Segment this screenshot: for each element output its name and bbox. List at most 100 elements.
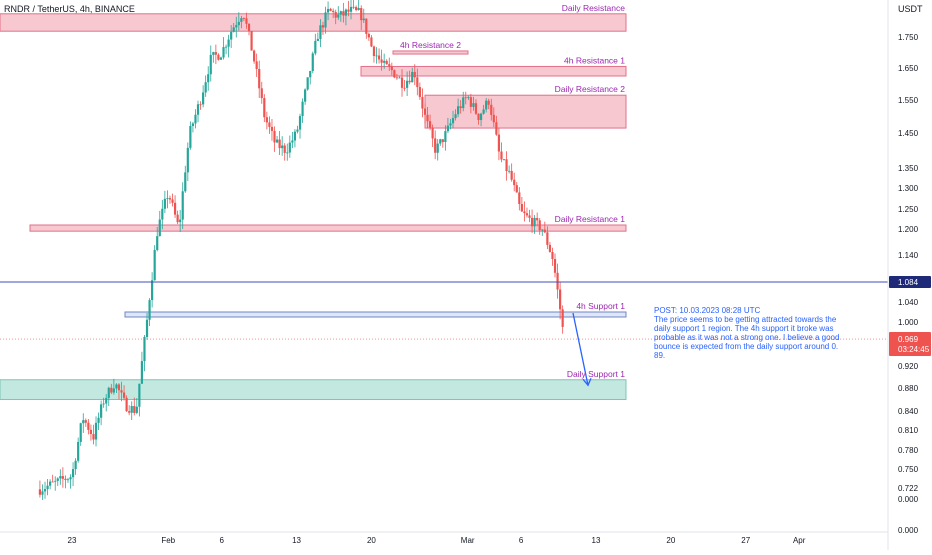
zone-label: Daily Support 1 (567, 369, 625, 379)
candle-body (224, 46, 228, 48)
candle-body (349, 6, 353, 12)
candle-body (217, 54, 220, 60)
candle-body (253, 50, 256, 62)
candle-body (74, 460, 77, 470)
candle-body (490, 104, 493, 115)
zone-box[interactable] (0, 379, 627, 400)
annotation-line: POST: 10.03.2023 08:28 UTC (654, 306, 761, 315)
candle-body (426, 114, 429, 122)
candle-body (59, 476, 62, 479)
candle-body (462, 97, 465, 109)
candle-body (82, 420, 85, 424)
zone-label: 4h Resistance 1 (564, 55, 625, 65)
candle-body (298, 116, 302, 130)
candle-body (360, 7, 363, 21)
candle-body (326, 8, 330, 13)
candle-body (423, 108, 427, 115)
zone-box[interactable] (424, 94, 627, 129)
candle-body (133, 406, 136, 413)
zone-box[interactable] (0, 13, 627, 32)
candle-body (196, 104, 200, 115)
time-tick-label: 6 (519, 536, 524, 545)
candle-body (457, 106, 460, 115)
candle-body (479, 113, 483, 121)
candle-body (530, 217, 534, 227)
candle-body (477, 113, 480, 121)
candle-body (337, 14, 340, 18)
candle-body (130, 406, 133, 413)
candle-body (444, 131, 447, 143)
candle-body (112, 388, 115, 393)
zone-box[interactable] (360, 65, 627, 77)
price-tick-label: 1.750 (898, 33, 919, 42)
candle-body (46, 485, 49, 490)
zone-label: Daily Resistance (562, 3, 626, 13)
candle-body (140, 361, 144, 384)
candle-body (309, 71, 312, 78)
candle-body (209, 54, 212, 75)
candle-body (367, 33, 370, 38)
price-tick-label: 0.722 (898, 484, 919, 493)
candle-body (403, 87, 406, 89)
candle-body (334, 12, 337, 18)
annotation-line: bounce is expected from the daily suppor… (654, 342, 838, 351)
candle-body (446, 125, 450, 132)
candle-body (497, 134, 501, 152)
candle-body (270, 126, 274, 131)
candle-body (357, 7, 360, 10)
candle-body (314, 40, 317, 54)
candle-body (168, 198, 172, 200)
candle-body (84, 420, 87, 423)
candle-body (362, 18, 365, 21)
candle-body (454, 114, 457, 119)
candle-body (163, 198, 166, 209)
price-tick-label: 1.650 (898, 64, 919, 73)
candle-body (156, 236, 159, 251)
price-tick-label: 0.920 (898, 362, 919, 371)
candle-body (536, 217, 539, 221)
candle-body (464, 97, 467, 99)
candle-body (485, 100, 488, 110)
candle-body (339, 11, 342, 15)
price-tick-label: 1.250 (898, 205, 919, 214)
candle-body (472, 103, 475, 107)
candle-body (212, 52, 215, 55)
candle-body (372, 46, 376, 57)
candle-body (449, 123, 452, 126)
candle-body (347, 9, 350, 12)
price-tick-label: 1.200 (898, 225, 919, 234)
candle-body (400, 77, 404, 88)
candle-body (311, 53, 314, 72)
candle-body (158, 219, 161, 237)
candle-body (459, 106, 462, 109)
candle-body (388, 64, 391, 67)
candle-body (54, 480, 57, 482)
candle-body (538, 220, 541, 231)
candle-body (181, 191, 184, 220)
zone-box[interactable] (392, 50, 469, 55)
zone-label: Daily Resistance 1 (555, 214, 626, 224)
candle-body (242, 18, 246, 19)
candle-body (329, 8, 332, 11)
zone-box[interactable] (124, 311, 627, 318)
candle-body (556, 272, 559, 290)
candle-body (122, 392, 126, 398)
candle-body (191, 123, 195, 127)
candle-body (543, 229, 546, 233)
candle-body (408, 80, 411, 83)
candle-body (148, 300, 151, 320)
candle-body (288, 142, 291, 153)
candle-body (434, 138, 437, 153)
candle-body (398, 77, 401, 79)
candle-body (151, 280, 154, 301)
projection-arrow[interactable] (572, 312, 589, 386)
candle-body (207, 74, 210, 83)
candle-body (176, 214, 179, 223)
candle-body (110, 387, 113, 393)
annotation-line: 89. (654, 351, 665, 360)
zone-box[interactable] (29, 224, 627, 232)
